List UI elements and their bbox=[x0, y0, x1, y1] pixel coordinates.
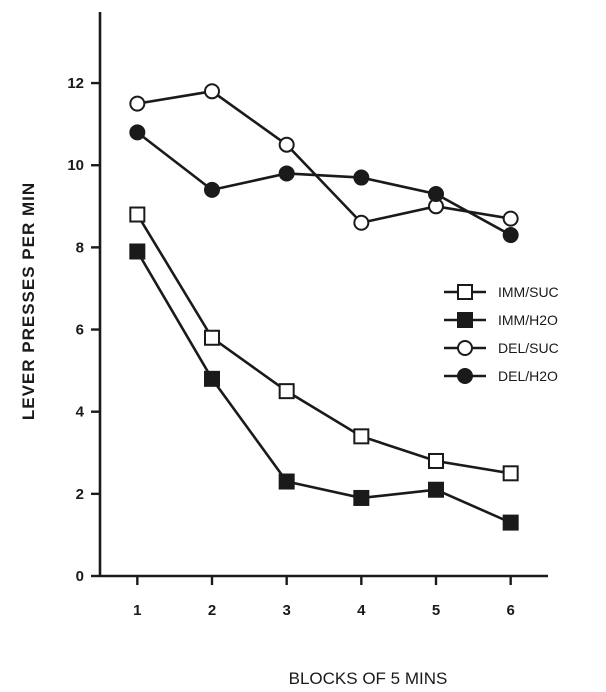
data-point bbox=[428, 185, 444, 202]
data-point bbox=[502, 514, 519, 531]
y-tick-label: 8 bbox=[76, 239, 84, 256]
legend-item: IMM/H2O bbox=[444, 312, 558, 328]
x-tick-label: 6 bbox=[506, 602, 514, 619]
legend-marker bbox=[457, 340, 473, 356]
series-line bbox=[136, 250, 512, 524]
y-tick-label: 10 bbox=[67, 157, 84, 174]
series-line bbox=[137, 89, 511, 225]
legend-marker bbox=[457, 368, 473, 384]
legend-marker bbox=[457, 312, 473, 328]
series-imm-h2o bbox=[129, 243, 519, 531]
data-point bbox=[278, 383, 295, 400]
legend-label: IMM/SUC bbox=[498, 284, 559, 300]
data-point bbox=[502, 227, 519, 244]
series-group bbox=[129, 83, 519, 531]
y-tick-label: 12 bbox=[67, 75, 84, 92]
x-axis-title: BLOCKS OF 5 MINS bbox=[289, 669, 448, 688]
y-axis-title: LEVER PRESSES PER MIN bbox=[19, 182, 38, 420]
data-point bbox=[353, 489, 370, 506]
legend-item: DEL/H2O bbox=[444, 368, 558, 384]
data-point bbox=[129, 243, 146, 260]
data-point bbox=[353, 428, 370, 445]
x-tick-label: 1 bbox=[133, 602, 141, 619]
data-point bbox=[353, 169, 370, 186]
legend-label: IMM/H2O bbox=[498, 312, 558, 328]
data-point bbox=[204, 370, 220, 387]
legend-label: DEL/H2O bbox=[498, 368, 558, 384]
y-ticks: 0 2 4 6 8 10 12 bbox=[67, 75, 100, 585]
legend: IMM/SUC IMM/H2O DEL/SUC DEL/H2O bbox=[444, 284, 559, 384]
data-point bbox=[204, 181, 220, 198]
data-point bbox=[129, 124, 146, 141]
y-tick-label: 2 bbox=[76, 486, 84, 503]
data-point bbox=[129, 95, 146, 112]
legend-marker bbox=[457, 284, 473, 300]
y-tick-label: 0 bbox=[76, 568, 84, 585]
legend-item: DEL/SUC bbox=[444, 340, 559, 356]
x-tick-label: 3 bbox=[282, 602, 290, 619]
x-tick-label: 4 bbox=[357, 602, 366, 619]
y-tick-label: 6 bbox=[76, 322, 84, 339]
data-point bbox=[353, 214, 370, 231]
data-point bbox=[278, 136, 295, 153]
data-point bbox=[428, 452, 444, 469]
legend-item: IMM/SUC bbox=[444, 284, 559, 300]
series-imm-suc bbox=[129, 206, 519, 482]
x-ticks: 1 2 3 4 5 6 bbox=[133, 576, 515, 619]
series-del-h2o bbox=[129, 124, 519, 244]
data-point bbox=[204, 83, 220, 100]
data-point bbox=[278, 165, 295, 182]
legend-label: DEL/SUC bbox=[498, 340, 559, 356]
data-point bbox=[129, 206, 146, 223]
series-del-suc bbox=[129, 83, 519, 231]
series-line bbox=[136, 213, 511, 475]
x-tick-label: 5 bbox=[432, 602, 440, 619]
x-tick-label: 2 bbox=[208, 602, 216, 619]
data-point bbox=[204, 329, 220, 346]
series-line bbox=[136, 131, 512, 237]
axes bbox=[98, 12, 548, 578]
y-tick-label: 4 bbox=[76, 404, 85, 421]
data-point bbox=[278, 473, 295, 490]
data-point bbox=[428, 481, 444, 498]
data-point bbox=[502, 210, 519, 227]
data-point bbox=[502, 465, 519, 482]
